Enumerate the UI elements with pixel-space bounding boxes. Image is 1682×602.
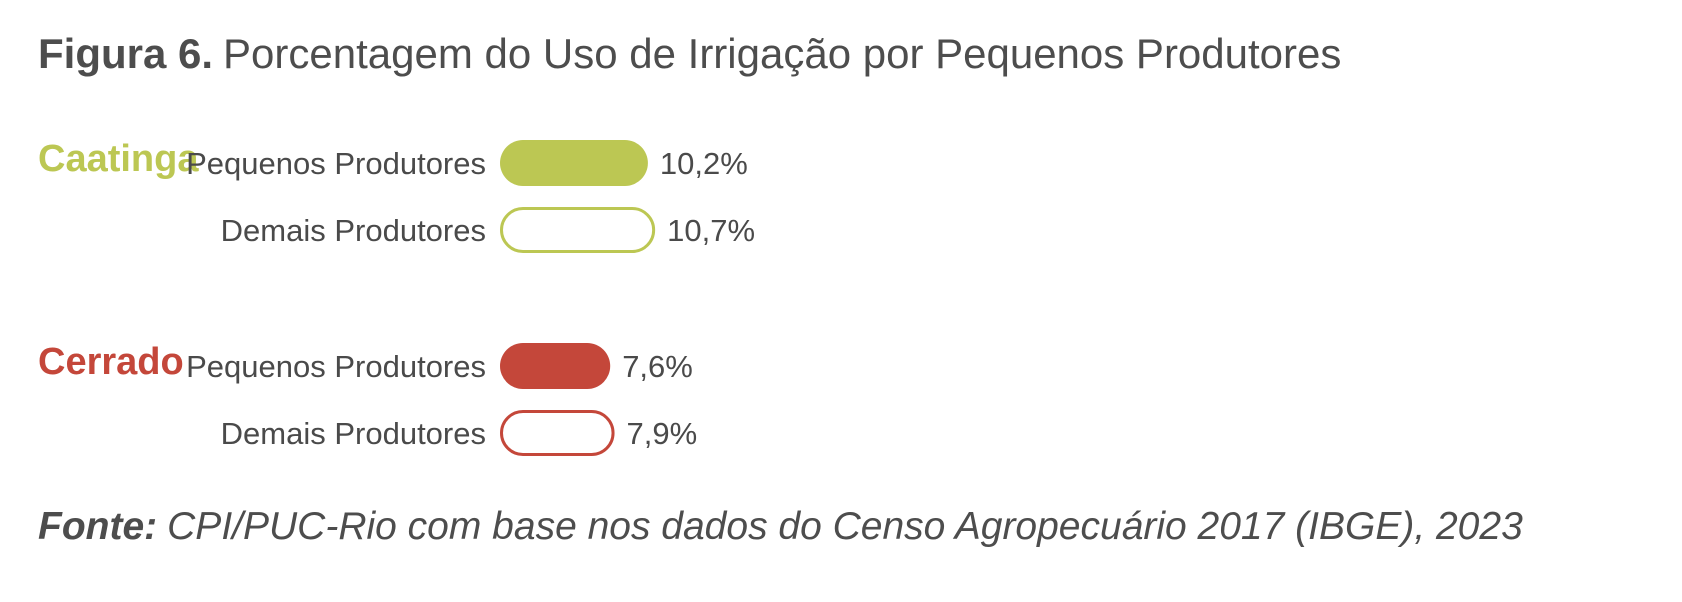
bar-category-label: Pequenos Produtores (186, 146, 486, 181)
source-text: CPI/PUC-Rio com base nos dados do Censo … (167, 505, 1523, 548)
bar-value-label: 7,9% (627, 416, 698, 451)
figure-number: Figura 6. (38, 30, 214, 77)
bar-value-label: 7,6% (622, 349, 693, 384)
source-prefix: Fonte: (38, 505, 158, 548)
title-text: Porcentagem do Uso de Irrigação por Pequ… (223, 30, 1342, 77)
bar-value-label: 10,2% (660, 146, 748, 181)
group-label: Cerrado (38, 341, 184, 383)
bar-category-label: Demais Produtores (221, 213, 486, 248)
bar (500, 410, 615, 456)
bar-value-label: 10,7% (667, 213, 755, 248)
bar (500, 207, 656, 253)
chart-source: Fonte: CPI/PUC-Rio com base nos dados do … (38, 505, 1523, 549)
bar (500, 343, 611, 389)
group-cerrado: Cerrado Pequenos Produtores 7,6% Demais Pro… (38, 341, 698, 456)
group-label: Caatinga (38, 138, 199, 180)
bar-category-label: Demais Produtores (221, 416, 486, 451)
bar (500, 140, 648, 186)
bar-category-label: Pequenos Produtores (186, 349, 486, 384)
chart-title: Figura 6. Porcentagem do Uso de Irrigação… (38, 30, 1341, 78)
